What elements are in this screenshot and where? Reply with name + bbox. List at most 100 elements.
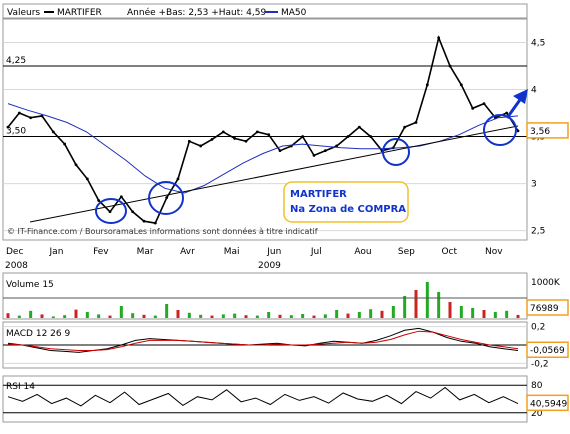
price-panel	[2, 18, 528, 241]
price-point	[369, 135, 373, 138]
price-point	[505, 111, 509, 115]
x-tick-label: Aou	[354, 247, 371, 257]
rsi-tick-label: 80	[531, 381, 543, 391]
volume-bar	[278, 314, 282, 318]
volume-bar	[516, 314, 520, 318]
macd-badge-text: -0,0569	[530, 346, 565, 356]
x-tick-label: Nov	[485, 247, 503, 257]
price-point	[425, 83, 429, 87]
volume-bar	[221, 314, 225, 318]
price-tick-label: 2,5	[531, 227, 545, 237]
volume-bar	[97, 314, 101, 318]
x-tick-label: Fev	[93, 247, 109, 257]
x-tick-label: Avr	[180, 247, 195, 257]
price-point	[176, 177, 180, 181]
header-ma: MA50	[281, 8, 307, 18]
price-point	[221, 130, 225, 134]
macd-series	[7, 327, 519, 353]
volume-bar	[289, 315, 293, 318]
volume-bar	[142, 314, 146, 318]
price-point	[29, 116, 33, 120]
macd-tick-label: 0,2	[531, 323, 545, 333]
volume-bar	[131, 313, 135, 318]
volume-bar	[369, 309, 373, 318]
x-tick-label: Jul	[310, 247, 322, 257]
annotation-line1: MARTIFER	[290, 189, 347, 200]
price-point	[119, 195, 123, 199]
price-point	[97, 199, 101, 202]
volume-title: Volume 15	[6, 280, 54, 290]
volume-bars	[3, 282, 527, 318]
price-point	[516, 129, 520, 133]
price-tick-label: 3	[531, 180, 537, 190]
buy-circle-4	[483, 114, 517, 146]
volume-bar	[380, 310, 384, 318]
price-point	[482, 102, 486, 106]
price-point	[74, 163, 78, 167]
rsi-badge-box	[526, 394, 569, 412]
volume-bar	[210, 315, 214, 318]
volume-bar	[255, 315, 259, 318]
price-tick-label: 4	[531, 86, 537, 96]
volume-bar	[403, 296, 407, 318]
volume-bar	[6, 313, 10, 318]
price-point	[267, 133, 271, 137]
macd-tick-label: -0,2	[531, 359, 549, 369]
price-point	[357, 125, 361, 129]
price-point	[448, 64, 452, 68]
volume-bar	[119, 306, 123, 318]
volume-bar	[459, 306, 463, 318]
rsi-panel	[2, 375, 528, 423]
volume-bar	[40, 314, 44, 318]
support-trendline	[29, 125, 519, 223]
volume-bar	[312, 315, 316, 318]
price-point	[244, 139, 248, 143]
price-tick-label: 4,5	[531, 39, 545, 49]
volume-bar	[108, 315, 112, 318]
price-point	[233, 137, 237, 140]
buy-circle-3	[382, 138, 410, 166]
price-point	[199, 144, 203, 148]
header-valeurs: Valeurs	[7, 8, 40, 18]
volume-bar	[63, 315, 67, 318]
price-point	[301, 135, 305, 138]
price-point	[335, 144, 339, 148]
price-point	[85, 177, 89, 181]
volume-bar	[17, 315, 21, 318]
price-point	[108, 210, 112, 214]
volume-bar	[323, 314, 327, 318]
signal-line	[7, 330, 519, 351]
rsi-tick-label: 20	[531, 409, 543, 419]
volume-bar	[267, 312, 271, 318]
price-point	[471, 106, 475, 110]
price-point	[459, 83, 463, 87]
x-tick-label: Sep	[398, 247, 415, 257]
value-badges: 3,56 76989 -0,0569 40,5949	[526, 122, 569, 412]
volume-bar	[357, 312, 361, 318]
volume-bar	[301, 314, 305, 318]
price-point	[142, 219, 146, 223]
volume-bar	[176, 310, 180, 318]
volume-bar	[505, 310, 509, 318]
volume-tick-max: 1000K	[531, 278, 561, 288]
price-left-ticks: 4,25 3,50	[3, 56, 527, 138]
footer-credit: © IT-Finance.com / BoursoramaLes informa…	[7, 226, 318, 236]
year-label: 2009	[258, 261, 281, 271]
price-point	[414, 121, 418, 124]
macd-badge-box	[526, 341, 569, 358]
price-badge-box	[526, 122, 569, 139]
macd-title: MACD 12 26 9	[6, 329, 70, 339]
volume-bar	[346, 313, 350, 318]
price-point	[51, 130, 55, 134]
volume-bar	[414, 290, 418, 318]
header-symbol: MARTIFER	[57, 8, 102, 18]
x-tick-label: Jun	[266, 247, 281, 257]
price-point	[403, 125, 407, 129]
x-tick-label: Jan	[49, 247, 64, 257]
price-point	[312, 153, 316, 157]
volume-bar	[51, 316, 55, 318]
x-axis-labels: Dec Jan Fev Mar Avr Mai Jun Jul Aou Sep Oct Nov	[6, 247, 503, 257]
rsi-line	[7, 386, 519, 407]
